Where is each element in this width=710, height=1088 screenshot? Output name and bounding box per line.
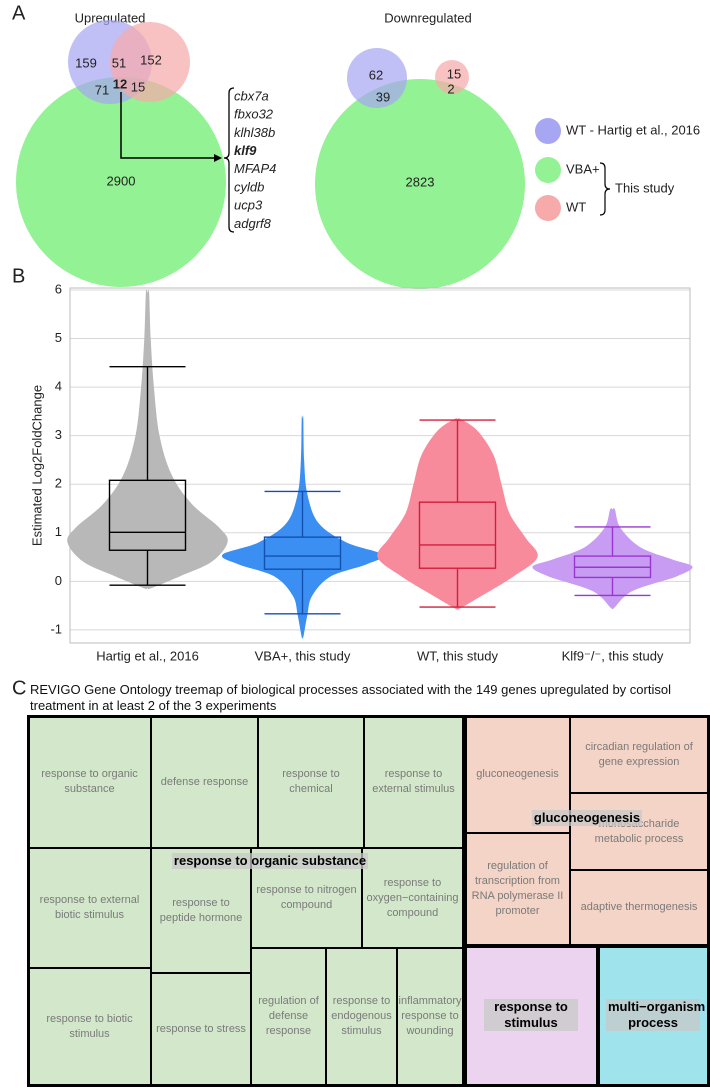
box — [108, 479, 187, 551]
plot-frame — [69, 287, 691, 644]
legend-bracket-label: This study — [615, 180, 675, 195]
box — [263, 536, 342, 570]
group-label: gluconeogenesis — [531, 810, 643, 826]
arrowhead — [214, 154, 222, 162]
group-label: multi−organism process — [606, 999, 706, 1031]
gene: adgrf8 — [234, 216, 272, 231]
legend-label: WT — [566, 199, 586, 214]
treemap-cell: circadian regulation of gene expression — [570, 716, 708, 793]
gene: fbxo32 — [234, 107, 274, 122]
venn-count: 159 — [75, 55, 97, 70]
gene: cbx7a — [234, 88, 269, 103]
venn-count: 71 — [95, 82, 109, 97]
venn-set — [16, 77, 226, 287]
gene: ucp3 — [234, 198, 263, 213]
treemap-cell: monosaccharide metabolic process — [570, 793, 708, 870]
group-label: response to organic substance — [171, 853, 369, 869]
treemap-cell: regulation of transcription from RNA pol… — [465, 833, 570, 945]
y-tick-label: -1 — [50, 621, 62, 636]
gene: cyldb — [234, 179, 264, 194]
x-tick-label: Klf9⁻/⁻, this study — [562, 648, 664, 663]
treemap-cell: response to external stimulus — [364, 716, 463, 848]
legend-bracket — [599, 162, 611, 216]
gene: klhl38b — [234, 125, 275, 140]
venn-count: 12 — [113, 76, 127, 91]
panel-label: B — [12, 265, 25, 287]
legend-label: VBA+ — [566, 161, 600, 176]
treemap-cell: response to oxygen−containing compound — [362, 848, 463, 948]
legend-swatch — [535, 157, 561, 183]
treemap-cell: response to external biotic stimulus — [28, 848, 151, 968]
treemap-cell: response to biotic stimulus — [28, 968, 151, 1085]
treemap-cell: regulation of defense response — [251, 948, 326, 1085]
panel-label: A — [12, 2, 26, 24]
y-tick-label: 6 — [55, 281, 62, 296]
treemap-title: REVIGO Gene Ontology treemap of biologic… — [30, 682, 671, 713]
group-label: response to stimulus — [484, 999, 578, 1031]
treemap-cell: defense response — [151, 716, 258, 848]
legend-swatch — [535, 118, 561, 144]
y-tick-label: 0 — [55, 573, 62, 588]
venn-count: 2900 — [107, 173, 136, 188]
treemap-cell: response to chemical — [258, 716, 364, 848]
y-tick-label: 2 — [55, 476, 62, 491]
arrow — [120, 92, 220, 159]
bracket — [223, 87, 235, 233]
treemap-cell: response to endogenous stimulus — [326, 948, 397, 1085]
legend-swatch — [535, 195, 561, 221]
venn-count: 51 — [112, 55, 126, 70]
y-tick-label: 1 — [55, 524, 62, 539]
y-tick-label: 5 — [55, 330, 62, 345]
venn-set — [315, 79, 525, 289]
treemap-cell: inflammatory response to wounding — [397, 948, 463, 1085]
violin — [532, 508, 693, 610]
y-tick-label: 4 — [55, 379, 62, 394]
venn-count: 2823 — [406, 174, 435, 189]
venn-set — [347, 48, 407, 108]
y-axis-label: Estimated Log2FoldChange — [29, 385, 44, 546]
gene: MFAP4 — [234, 161, 276, 176]
gene: klf9 — [234, 143, 257, 158]
treemap-cell: response to organic substance — [28, 716, 151, 848]
venn-title: Upregulated — [75, 10, 146, 25]
treemap-cell: response to stress — [151, 973, 251, 1085]
x-tick-label: Hartig et al., 2016 — [96, 648, 199, 663]
venn-set — [435, 60, 469, 94]
x-tick-label: WT, this study — [417, 648, 498, 663]
legend-label: WT - Hartig et al., 2016 — [566, 122, 700, 137]
venn-title: Downregulated — [384, 10, 471, 25]
venn-count: 152 — [140, 52, 162, 67]
venn-count: 39 — [376, 89, 390, 104]
venn-count: 15 — [131, 79, 145, 94]
treemap-cell: adaptive thermogenesis — [570, 870, 708, 945]
panel-label: C — [12, 677, 26, 699]
x-tick-label: VBA+, this study — [255, 648, 351, 663]
venn-count: 15 — [447, 66, 461, 81]
venn-count: 2 — [447, 81, 454, 96]
box — [418, 501, 497, 569]
venn-count: 62 — [369, 67, 383, 82]
violin — [377, 418, 538, 610]
venn-set — [110, 22, 190, 102]
y-tick-label: 3 — [55, 427, 62, 442]
